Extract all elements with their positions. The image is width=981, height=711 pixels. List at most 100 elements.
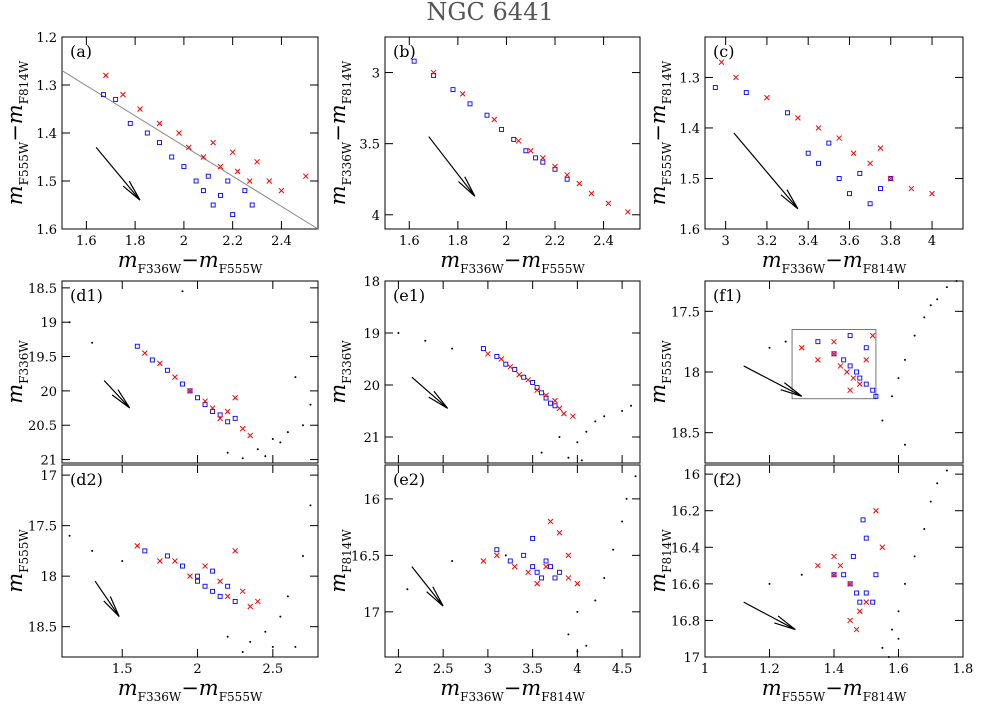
cross-point	[232, 548, 239, 554]
square-point	[533, 155, 539, 161]
cross-point	[574, 580, 581, 587]
cross-point	[867, 160, 873, 167]
panel-label: (c)	[713, 42, 734, 61]
y-tick-label: 1.5	[679, 172, 700, 187]
y-tick-label: 1.3	[36, 79, 57, 94]
y-tick-label: 18	[683, 366, 700, 381]
cross-point	[850, 150, 857, 157]
cross-point	[187, 573, 193, 580]
cross-point	[254, 598, 261, 605]
cross-point	[844, 369, 850, 375]
cross-point	[847, 581, 853, 587]
square-point	[870, 387, 876, 393]
square-point	[210, 202, 216, 208]
x-tick-label: 4	[928, 234, 936, 249]
axis-label-subscript: F336W	[17, 340, 31, 384]
x-tick-label: 2.5	[262, 662, 283, 677]
cross-point	[134, 542, 141, 549]
reddening-arrow	[733, 132, 799, 210]
cross-point	[853, 626, 860, 633]
y-tick-label: 17.5	[28, 520, 57, 535]
plot-frame	[61, 36, 319, 230]
cross-point	[247, 603, 254, 610]
y-tick-label: 1.2	[36, 31, 57, 46]
axis-label-subscript: F555W	[541, 262, 585, 276]
cross-point	[217, 578, 223, 585]
square-point	[873, 572, 879, 578]
x-tick-label: 4	[573, 662, 581, 677]
square-point	[195, 573, 200, 579]
x-tick-label: 2.2	[222, 234, 243, 249]
cross-point	[847, 617, 853, 624]
square-point	[507, 558, 513, 564]
y-axis-label: mF555W−mF814W	[646, 60, 674, 205]
axis-label-symbol: −m	[326, 104, 350, 142]
axis-label-subscript: F336W	[340, 141, 354, 185]
square-point	[815, 339, 821, 345]
dot-point	[768, 346, 771, 349]
dot-point	[558, 436, 561, 438]
cross-point	[224, 593, 231, 600]
square-point	[218, 192, 223, 198]
axis-label-subscript: F814W	[340, 529, 354, 573]
y-tick-label: 18	[363, 275, 380, 290]
dot-point	[451, 347, 454, 350]
dot-point	[121, 560, 124, 562]
dot-point	[913, 555, 916, 558]
axis-label-subscript: F555W	[219, 262, 263, 276]
square-point	[841, 357, 847, 363]
y-tick-label: 1.4	[679, 122, 700, 137]
cross-point	[525, 569, 532, 576]
square-point	[831, 572, 837, 578]
y-tick-label: 1.3	[679, 71, 700, 86]
dot-point	[424, 339, 427, 342]
x-tick-label: 2.4	[593, 234, 614, 249]
cross-point	[764, 94, 770, 101]
square-point	[499, 126, 505, 132]
cross-point	[234, 168, 241, 175]
square-point	[530, 379, 536, 385]
dot-point	[603, 576, 606, 579]
reddening-arrow	[95, 147, 141, 201]
dot-point	[271, 437, 274, 440]
square-point	[530, 564, 536, 570]
plot-frame	[704, 36, 964, 230]
dot-point	[576, 650, 579, 653]
square-point	[180, 563, 185, 569]
cross-point	[815, 125, 822, 131]
cross-point	[815, 357, 821, 363]
square-point	[200, 188, 206, 194]
square-point	[785, 110, 791, 116]
dot-point	[286, 595, 289, 598]
reddening-arrow	[743, 365, 803, 397]
x-tick-label: 3.2	[757, 234, 778, 249]
square-point	[857, 170, 863, 176]
x-tick-label: 1.6	[888, 662, 909, 677]
y-tick-label: 21	[40, 454, 57, 469]
square-point	[180, 381, 185, 387]
square-point	[888, 176, 894, 181]
cross-point	[156, 120, 163, 127]
square-point	[539, 390, 545, 396]
x-tick-label: 2.4	[271, 234, 292, 249]
square-point	[157, 140, 162, 146]
panel-label: (f1)	[713, 286, 742, 305]
plot-frame	[61, 464, 319, 658]
panel-label: (e2)	[393, 470, 425, 489]
square-point	[230, 212, 236, 218]
y-tick-label: 16.5	[351, 549, 380, 564]
square-point	[831, 351, 837, 357]
cross-point	[172, 374, 178, 381]
square-point	[450, 87, 456, 93]
axis-label-subscript: F814W	[660, 529, 674, 573]
x-tick-label: 1.8	[953, 662, 974, 677]
cross-point	[507, 363, 514, 370]
axis-label-subscript: F336W	[460, 262, 504, 276]
dot-point	[68, 321, 71, 324]
y-tick-label: 1.6	[679, 223, 700, 238]
dot-point	[621, 520, 624, 523]
dot-point	[294, 645, 297, 648]
cross-point	[556, 529, 563, 536]
plot-frame	[704, 464, 964, 658]
x-tick-label: 1	[701, 662, 709, 677]
